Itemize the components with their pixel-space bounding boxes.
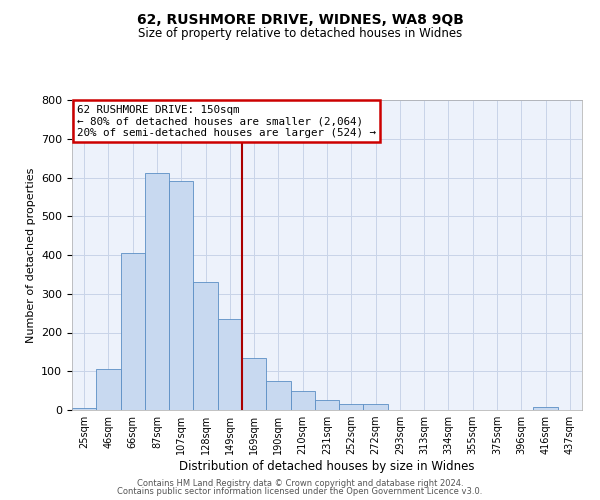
- Text: Size of property relative to detached houses in Widnes: Size of property relative to detached ho…: [138, 28, 462, 40]
- Bar: [290, 390, 315, 410]
- Bar: [169, 182, 193, 410]
- X-axis label: Distribution of detached houses by size in Widnes: Distribution of detached houses by size …: [179, 460, 475, 473]
- Bar: [315, 400, 339, 410]
- Bar: [533, 407, 558, 410]
- Bar: [218, 319, 242, 410]
- Bar: [193, 282, 218, 410]
- Text: 62 RUSHMORE DRIVE: 150sqm
← 80% of detached houses are smaller (2,064)
20% of se: 62 RUSHMORE DRIVE: 150sqm ← 80% of detac…: [77, 104, 376, 138]
- Text: Contains HM Land Registry data © Crown copyright and database right 2024.: Contains HM Land Registry data © Crown c…: [137, 478, 463, 488]
- Bar: [339, 404, 364, 410]
- Y-axis label: Number of detached properties: Number of detached properties: [26, 168, 35, 342]
- Bar: [364, 404, 388, 410]
- Bar: [96, 370, 121, 410]
- Bar: [145, 173, 169, 410]
- Bar: [72, 408, 96, 410]
- Bar: [121, 253, 145, 410]
- Text: 62, RUSHMORE DRIVE, WIDNES, WA8 9QB: 62, RUSHMORE DRIVE, WIDNES, WA8 9QB: [137, 12, 463, 26]
- Bar: [242, 358, 266, 410]
- Text: Contains public sector information licensed under the Open Government Licence v3: Contains public sector information licen…: [118, 487, 482, 496]
- Bar: [266, 380, 290, 410]
